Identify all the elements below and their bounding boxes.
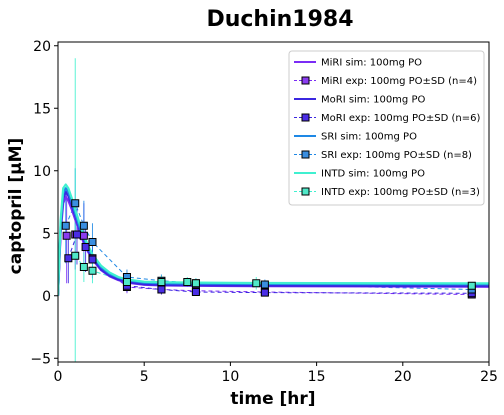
y-tick-label: 10 xyxy=(33,164,51,180)
legend-entry: SRI sim: 100mg PO xyxy=(294,132,417,143)
x-tick-label: 0 xyxy=(54,369,63,385)
sri-exp-100mg-po-sd-n-8-legend-label: SRI exp: 100mg PO±SD (n=8) xyxy=(321,150,472,161)
mori-sim-100mg-po-legend-label: MoRI sim: 100mg PO xyxy=(321,95,425,106)
miri-exp-100mg-po-sd-n-4-point xyxy=(79,231,88,240)
legend-entry: MoRI exp: 100mg PO±SD (n=6) xyxy=(294,113,480,124)
x-tick-label: 10 xyxy=(221,369,239,385)
legend-entry: MiRI sim: 100mg PO xyxy=(294,58,422,69)
legend: MiRI sim: 100mg PO MiRI exp: 100mg PO±SD … xyxy=(288,50,485,206)
legend-entry: MoRI sim: 100mg PO xyxy=(294,95,425,106)
sri-exp-100mg-po-sd-n-8-legend-marker xyxy=(301,150,310,159)
mori-exp-100mg-po-sd-n-6-point xyxy=(191,288,200,296)
x-axis-label: time [hr] xyxy=(230,389,315,409)
legend-entry: MiRI exp: 100mg PO±SD (n=4) xyxy=(294,76,477,87)
y-tick-label: 0 xyxy=(42,289,51,305)
axes-frame xyxy=(57,41,490,363)
intd-sim-100mg-po-legend-label: INTD sim: 100mg PO xyxy=(321,169,425,180)
sri-exp-100mg-po-sd-n-8-point xyxy=(260,280,269,289)
intd-exp-100mg-po-sd-n-3-point xyxy=(467,281,476,290)
x-tick-label: 15 xyxy=(308,369,326,385)
chart-title: Duchin1984 xyxy=(206,7,353,32)
sri-exp-100mg-po-sd-n-8-point xyxy=(61,221,70,230)
miri-sim-100mg-po-legend-label: MiRI sim: 100mg PO xyxy=(321,58,422,69)
intd-exp-100mg-po-sd-n-3-point xyxy=(191,279,200,288)
y-tick-label: 15 xyxy=(33,101,51,117)
miri-exp-100mg-po-sd-n-4-point xyxy=(62,231,71,240)
x-tick-label: 20 xyxy=(394,369,412,385)
mori-exp-100mg-po-sd-n-6-legend-label: MoRI exp: 100mg PO±SD (n=6) xyxy=(321,113,480,124)
mori-sim-100mg-po-line xyxy=(58,190,489,296)
mori-exp-100mg-po-sd-n-6-point xyxy=(260,288,269,297)
mori-exp-100mg-po-sd-n-6-point xyxy=(64,254,73,263)
mori-exp-100mg-po-sd-n-6-point xyxy=(88,255,97,264)
mori-exp-100mg-po-sd-n-6-point xyxy=(72,230,81,239)
sri-exp-100mg-po-sd-n-8-point xyxy=(88,238,97,246)
intd-sim-100mg-po-line xyxy=(58,183,489,296)
miri-exp-100mg-po-sd-n-4-legend-marker xyxy=(301,76,310,85)
legend-box xyxy=(288,50,485,206)
mori-exp-100mg-po-sd-n-6-legend-marker xyxy=(301,113,310,122)
series-layer xyxy=(58,58,489,362)
intd-exp-100mg-po-sd-n-3-point xyxy=(183,278,192,286)
legend-entry: INTD exp: 100mg PO±SD (n=3) xyxy=(294,187,480,198)
y-tick-label: −5 xyxy=(30,351,51,367)
mori-exp-100mg-po-sd-n-6-point xyxy=(157,285,166,294)
x-tick-label: 25 xyxy=(480,369,498,385)
intd-exp-100mg-po-sd-n-3-point xyxy=(79,263,88,271)
sri-exp-100mg-po-sd-n-8-point xyxy=(79,221,88,230)
intd-exp-100mg-po-sd-n-3-legend-marker xyxy=(301,187,310,196)
y-tick-label: 5 xyxy=(42,226,51,242)
legend-entry: SRI exp: 100mg PO±SD (n=8) xyxy=(294,150,472,161)
miri-exp-100mg-po-sd-n-4-legend-label: MiRI exp: 100mg PO±SD (n=4) xyxy=(321,76,477,87)
y-tick-label: 20 xyxy=(33,39,51,55)
sri-sim-100mg-po-legend-label: SRI sim: 100mg PO xyxy=(321,132,417,143)
intd-exp-100mg-po-sd-n-3-point xyxy=(157,278,166,286)
intd-exp-100mg-po-sd-n-3-point xyxy=(252,279,261,288)
mori-exp-100mg-po-sd-n-6-point xyxy=(81,243,90,251)
intd-exp-100mg-po-sd-n-3-point xyxy=(88,266,97,275)
sri-exp-100mg-po-sd-n-8-point xyxy=(71,199,80,208)
intd-exp-100mg-po-sd-n-3-legend-label: INTD exp: 100mg PO±SD (n=3) xyxy=(321,187,480,198)
legend-entry: INTD sim: 100mg PO xyxy=(294,169,425,180)
intd-exp-100mg-po-sd-n-3-point xyxy=(71,251,80,260)
intd-exp-100mg-po-sd-n-3-point xyxy=(122,278,131,286)
x-tick-label: 5 xyxy=(140,369,149,385)
y-axis-label: captopril [µM] xyxy=(6,138,26,275)
